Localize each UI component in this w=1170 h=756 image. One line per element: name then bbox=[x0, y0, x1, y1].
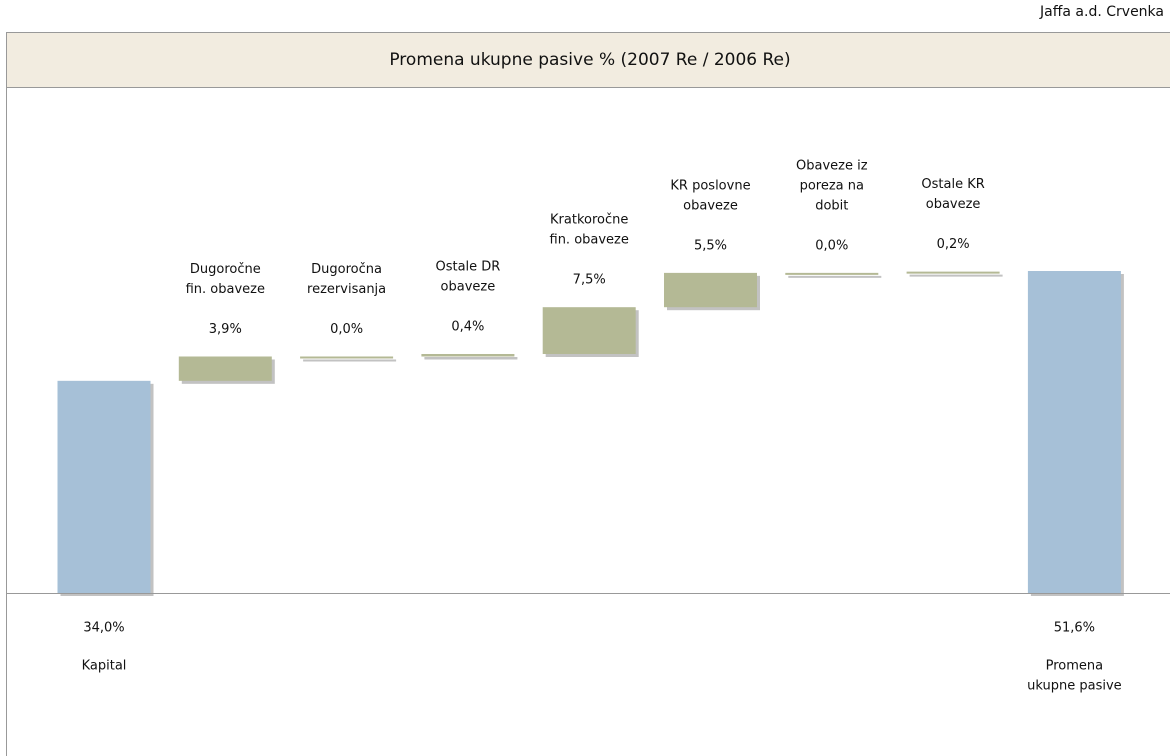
category-label: Obaveze iz bbox=[796, 158, 868, 173]
category-label: fin. obaveze bbox=[550, 233, 629, 248]
bar bbox=[542, 307, 636, 354]
value-label: 0,4% bbox=[451, 319, 484, 334]
value-label: 5,5% bbox=[694, 238, 727, 253]
bar bbox=[1027, 271, 1121, 593]
bar bbox=[664, 272, 757, 308]
chart-title: Promena ukupne pasive % (2007 Re / 2006 … bbox=[389, 50, 790, 70]
company: Jaffa a.d. Crvenka bbox=[1039, 4, 1164, 20]
category-label: KR poslovne bbox=[670, 178, 750, 193]
bar-shadow bbox=[909, 274, 1003, 277]
value-label: 51,6% bbox=[1054, 621, 1095, 636]
category-label: Ostale DR bbox=[435, 259, 500, 274]
bar bbox=[906, 271, 1000, 274]
category-label: Dugoročna bbox=[311, 262, 382, 277]
bar bbox=[57, 380, 151, 593]
value-label: 34,0% bbox=[83, 621, 124, 636]
category-label: Ostale KR bbox=[921, 177, 984, 192]
bar bbox=[421, 353, 515, 357]
bar-shadow bbox=[788, 275, 882, 278]
category-label: rezervisanja bbox=[307, 282, 386, 297]
category-label: dobit bbox=[815, 198, 848, 213]
category-label: obaveze bbox=[683, 198, 738, 213]
category-label: Promena bbox=[1046, 659, 1104, 674]
bar bbox=[178, 356, 272, 381]
value-label: 0,0% bbox=[815, 238, 848, 253]
category-label: poreza na bbox=[800, 178, 864, 193]
category-label: Kratkoročne bbox=[550, 213, 628, 228]
bar-shadow bbox=[303, 359, 397, 362]
value-label: 7,5% bbox=[573, 273, 606, 288]
value-label: 0,2% bbox=[937, 237, 970, 252]
category-label: obaveze bbox=[926, 197, 981, 212]
chart-frame bbox=[6, 32, 1170, 756]
category-label: ukupne pasive bbox=[1027, 679, 1122, 694]
category-label: obaveze bbox=[441, 279, 496, 294]
bar-shadow bbox=[424, 356, 518, 360]
bar bbox=[300, 356, 394, 359]
category-label: Dugoročne bbox=[190, 262, 261, 277]
category-label: Kapital bbox=[82, 659, 127, 674]
bar bbox=[785, 272, 879, 275]
title-band bbox=[6, 32, 1170, 88]
value-label: 0,0% bbox=[330, 322, 363, 337]
value-label: 3,9% bbox=[209, 322, 242, 337]
category-label: fin. obaveze bbox=[186, 282, 265, 297]
